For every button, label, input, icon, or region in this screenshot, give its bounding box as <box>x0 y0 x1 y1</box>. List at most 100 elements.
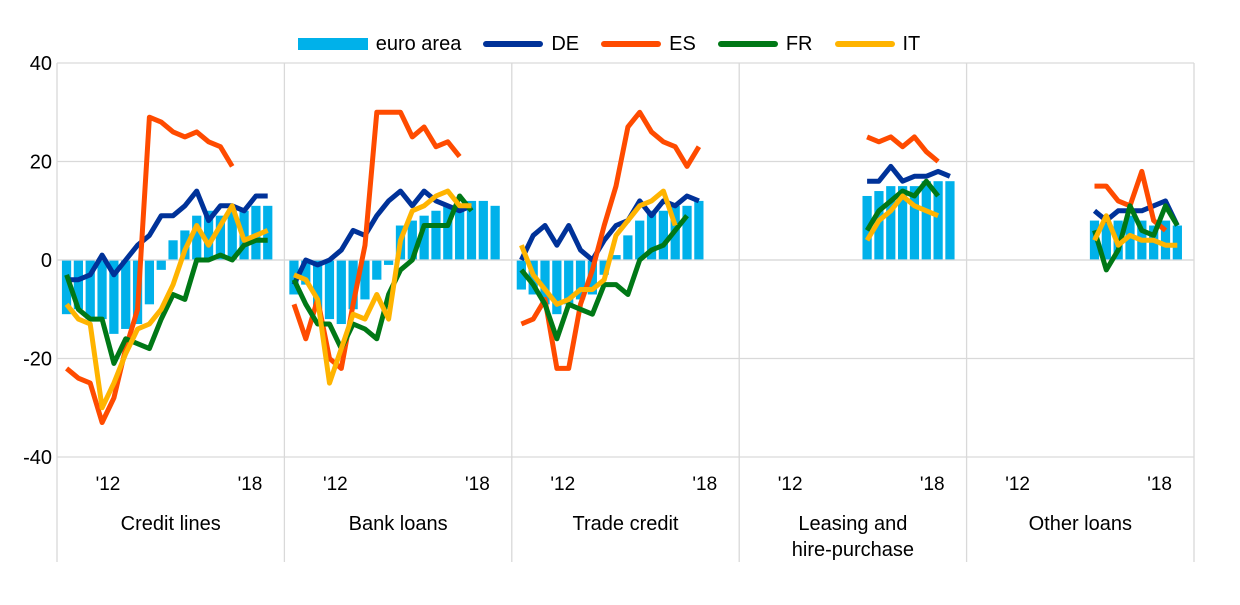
x-tick-label: '18 <box>238 474 263 495</box>
x-tick-label: '12 <box>550 474 575 495</box>
panel-label: Credit lines <box>121 513 221 535</box>
x-tick-label: '18 <box>692 474 717 495</box>
bar-euro-area <box>658 210 668 260</box>
bar-euro-area <box>694 200 704 260</box>
line-it <box>519 188 678 307</box>
y-tick-label: 0 <box>41 250 52 272</box>
bar-euro-area <box>301 260 311 285</box>
line-it <box>64 203 269 411</box>
bar-euro-area <box>324 260 335 320</box>
x-tick-label: '12 <box>323 474 348 495</box>
panel-label: Trade credit <box>573 513 679 535</box>
legend-swatch-es <box>601 41 662 47</box>
bar-euro-area <box>192 215 202 260</box>
legend-label-euro-area: euro area <box>375 32 462 55</box>
chart-legend: euro area DE ES FR IT <box>0 32 1240 56</box>
bar-euro-area <box>897 186 908 260</box>
line-es <box>866 134 940 164</box>
panel-label: Bank loans <box>349 513 448 535</box>
bar-euro-area <box>109 260 119 334</box>
panel-label: Leasing and <box>798 513 907 535</box>
bar-euro-area <box>336 260 346 325</box>
bar-euro-area <box>490 205 500 260</box>
x-tick-label: '18 <box>920 474 945 495</box>
bar-euro-area <box>121 260 131 329</box>
bar-euro-area <box>407 220 417 260</box>
line-es <box>520 109 702 371</box>
bar-euro-area <box>564 260 574 305</box>
bar-euro-area <box>599 260 609 275</box>
line-it <box>1092 213 1178 248</box>
bar-euro-area <box>455 210 465 260</box>
bar-euro-area <box>85 260 95 320</box>
y-tick-label: -20 <box>23 349 52 371</box>
y-tick-label: -40 <box>23 447 52 469</box>
bar-euro-area <box>215 215 226 260</box>
line-fr <box>519 214 689 342</box>
legend-label-fr: FR <box>785 32 813 55</box>
legend-item-de: DE <box>483 33 579 56</box>
y-tick-label: 20 <box>30 152 52 174</box>
bar-euro-area <box>313 260 323 310</box>
bar-euro-area <box>874 191 884 260</box>
line-fr <box>864 178 941 232</box>
line-es <box>65 114 235 425</box>
bar-euro-area <box>144 260 155 305</box>
bar-euro-area <box>478 200 488 260</box>
line-de <box>291 188 473 286</box>
bar-euro-area <box>516 260 526 290</box>
bar-euro-area <box>348 260 358 310</box>
bar-euro-area <box>61 260 72 315</box>
legend-item-it: IT <box>834 32 921 56</box>
bar-euro-area <box>933 181 943 260</box>
bar-euro-area <box>384 260 394 265</box>
bar-euro-area <box>623 235 633 260</box>
bar-euro-area <box>443 205 453 260</box>
legend-label-es: ES <box>669 32 696 55</box>
line-fr <box>64 237 268 366</box>
x-tick-label: '18 <box>1147 474 1172 495</box>
legend-label-it: IT <box>902 32 921 55</box>
legend-label-de: DE <box>551 32 580 55</box>
panel-label: Other loans <box>1029 513 1132 535</box>
bar-euro-area <box>575 260 586 300</box>
legend-swatch-fr <box>717 41 778 47</box>
x-tick-label: '12 <box>778 474 803 495</box>
legend-item-euro-area: euro area <box>297 32 462 56</box>
line-fr <box>1092 203 1180 273</box>
line-it <box>293 188 472 386</box>
bar-euro-area <box>945 181 955 260</box>
bar-euro-area <box>646 210 657 260</box>
bar-euro-area <box>97 260 107 320</box>
bar-euro-area <box>168 240 178 260</box>
x-tick-label: '12 <box>96 474 121 495</box>
bar-euro-area <box>635 220 645 260</box>
line-de <box>66 188 268 283</box>
bar-euro-area <box>886 186 896 260</box>
x-tick-label: '12 <box>1005 474 1030 495</box>
bar-euro-area <box>682 205 692 260</box>
y-tick-label: 40 <box>30 53 52 75</box>
legend-item-es: ES <box>601 33 696 56</box>
line-de <box>867 163 951 184</box>
legend-item-fr: FR <box>717 32 813 56</box>
bar-euro-area <box>921 181 931 260</box>
legend-swatch-euro-area <box>297 38 368 50</box>
panel-label: hire-purchase <box>792 539 914 561</box>
x-tick-label: '18 <box>465 474 490 495</box>
bar-euro-area <box>203 210 214 260</box>
bar-euro-area <box>372 260 382 280</box>
bar-euro-area <box>466 200 477 260</box>
legend-swatch-it <box>834 41 895 47</box>
bar-euro-area <box>1160 220 1171 260</box>
bar-euro-area <box>227 210 237 260</box>
bar-euro-area <box>360 260 370 300</box>
bar-euro-area <box>1101 215 1111 260</box>
line-it <box>864 193 940 242</box>
bar-euro-area <box>1172 225 1182 260</box>
bar-euro-area <box>431 210 441 260</box>
bar-euro-area <box>909 186 920 260</box>
bar-euro-area <box>156 260 166 270</box>
bar-euro-area <box>540 260 550 305</box>
